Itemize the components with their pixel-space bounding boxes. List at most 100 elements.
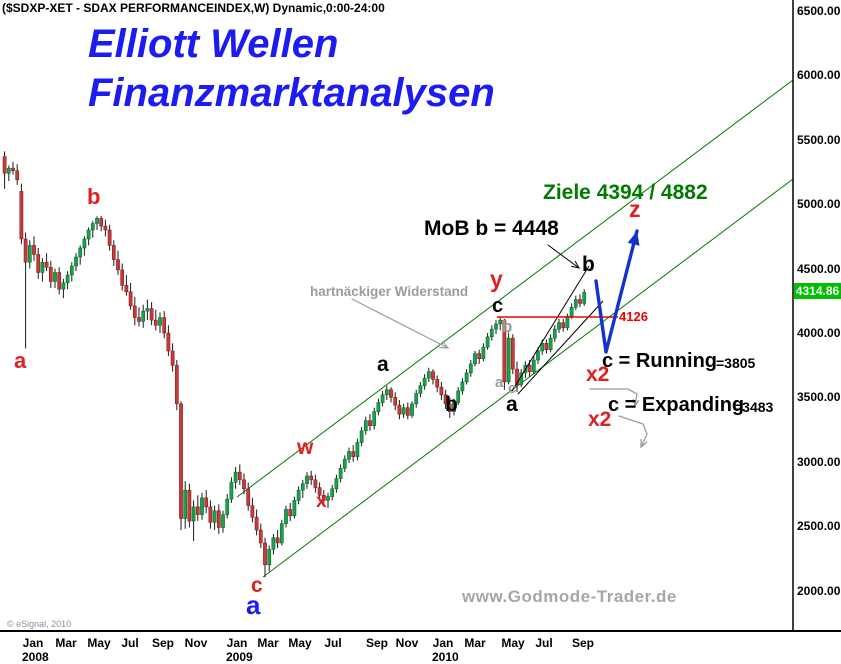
candle-body	[237, 471, 242, 481]
x-axis-month-label: Jan	[226, 636, 248, 650]
candle-body	[477, 353, 482, 360]
candle-body	[569, 306, 574, 317]
wave-c-black: c	[492, 295, 504, 317]
mob-pointer-arrow-head	[571, 260, 580, 269]
candle-body	[292, 500, 297, 517]
candle-body	[2, 156, 7, 174]
candle-body	[183, 489, 188, 519]
candle-body	[250, 505, 255, 518]
candle-body	[494, 323, 498, 330]
candle-body	[69, 265, 74, 276]
wave-x2-red-2: x2	[588, 408, 612, 431]
candle-body	[208, 506, 213, 523]
candle-body	[221, 514, 225, 528]
candle-body	[95, 218, 99, 224]
x-axis-month-label: Mar	[464, 636, 486, 650]
x-axis-month-label: Sep	[571, 636, 595, 650]
candle-body	[334, 478, 339, 490]
candle-body	[405, 407, 410, 416]
candle-body	[44, 261, 49, 268]
candle-body	[128, 291, 133, 307]
y-axis-tick-label: 6500.00	[797, 4, 841, 18]
candle-body	[317, 487, 322, 496]
x-axis-month-label: May	[87, 636, 111, 650]
candle-body	[326, 496, 330, 501]
scenario-running-value: =3805	[716, 355, 756, 371]
wedge-upper-line	[511, 265, 590, 392]
candle-body	[23, 238, 28, 263]
candle-body	[363, 420, 368, 432]
candle-body	[309, 475, 314, 481]
candle-body	[355, 442, 360, 457]
x-axis-month-label: Jan	[432, 636, 454, 650]
mob-pointer-arrow	[547, 244, 580, 269]
candle-body	[464, 372, 469, 383]
candle-body	[468, 363, 473, 374]
candle-body	[116, 259, 120, 271]
candle-body	[19, 191, 24, 240]
candle-body	[174, 364, 179, 405]
candle-body	[111, 245, 116, 260]
widerstand-pointer-arrow-head	[438, 340, 450, 349]
candle-body	[53, 272, 57, 282]
y-axis-tick-label: 4500.00	[797, 261, 841, 276]
candle-body	[158, 317, 162, 326]
x-axis-month-label: May	[501, 636, 525, 650]
candle-body	[431, 371, 435, 380]
candle-body	[145, 308, 150, 312]
candle-body	[473, 353, 477, 365]
candle-body	[267, 549, 272, 566]
x-axis-year-label: 2009	[226, 650, 253, 664]
candle-body	[422, 377, 427, 387]
wave-a-red: a	[14, 348, 27, 373]
candle-body	[578, 299, 582, 304]
wave-a-gray: a	[495, 374, 504, 391]
candle-body	[435, 379, 440, 388]
candle-body	[86, 229, 91, 240]
candle-body	[502, 319, 507, 383]
candle-body	[271, 537, 276, 550]
y-axis-tick-label: 5000.00	[797, 197, 841, 212]
x-axis-month-label: Jul	[121, 636, 139, 650]
widerstand-pointer-arrow	[351, 298, 449, 349]
candle-body	[141, 310, 146, 322]
candle-body	[27, 245, 32, 263]
trend-channel-upper-line	[236, 79, 794, 498]
candle-body	[359, 430, 364, 443]
candle-body	[233, 471, 238, 483]
resistance-value-label: 4126	[619, 309, 648, 324]
candle-body	[582, 292, 587, 304]
candle-body	[275, 537, 280, 544]
candle-body	[153, 319, 158, 326]
candle-body	[103, 225, 108, 231]
x-axis-year-label: 2010	[432, 650, 459, 664]
candle-body	[410, 403, 414, 416]
x-axis-month-label: Mar	[257, 636, 279, 650]
x-axis-month-label: Jul	[324, 636, 342, 650]
candle-body	[426, 371, 431, 379]
candle-body	[99, 218, 104, 227]
expanding-scenario-arrow-head	[640, 438, 648, 449]
mob-label: MoB b = 4448	[424, 217, 559, 240]
candle-body	[48, 267, 53, 282]
candle-body	[515, 368, 519, 385]
x-axis-month-label: Jan	[22, 636, 44, 650]
candle-body	[296, 489, 301, 501]
y-axis-tick-label: 2000.00	[797, 583, 841, 598]
scenario-running-label: c = Running	[602, 350, 717, 372]
candle-body	[452, 402, 456, 412]
wave-a2-black: a	[506, 393, 518, 416]
candle-body	[338, 467, 343, 479]
y-axis-tick-label: 2500.00	[797, 519, 841, 534]
candle-body	[330, 488, 335, 497]
candle-body	[225, 498, 230, 515]
candle-body	[82, 238, 87, 249]
wave-b2-black: b	[582, 253, 595, 276]
resistance-note: hartnäckiger Widerstand	[310, 284, 469, 299]
candle-body	[74, 256, 78, 267]
wave-c-gray: c	[508, 380, 517, 397]
candle-body	[510, 337, 515, 370]
candle-body	[212, 510, 217, 523]
